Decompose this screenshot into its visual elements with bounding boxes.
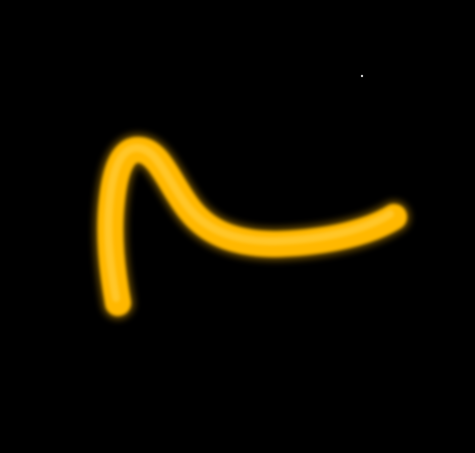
- curved-stroke-highlight: [104, 143, 394, 302]
- speck-dot: [360, 74, 364, 78]
